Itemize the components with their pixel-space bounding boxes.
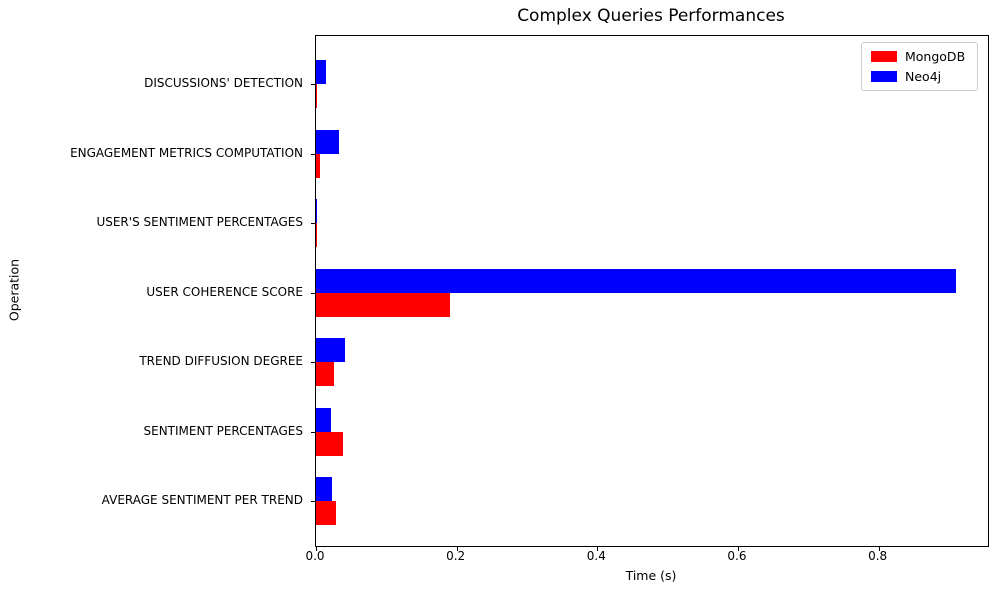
x-tick-label-4: 0.8: [868, 549, 888, 563]
y-tick-1: [311, 153, 315, 155]
y-tick-5: [311, 431, 315, 433]
category-label-0: DISCUSSIONS' DETECTION: [144, 76, 303, 90]
category-label-6: AVERAGE SENTIMENT PER TREND: [101, 493, 303, 507]
bar-mongodb-0: [316, 84, 318, 108]
bar-mongodb-6: [316, 501, 336, 525]
bar-mongodb-4: [316, 362, 334, 386]
y-tick-4: [311, 362, 315, 363]
chart-title: Complex Queries Performances: [517, 6, 785, 26]
bar-neo4j-1: [316, 129, 340, 154]
neo4j-color-swatch: [871, 71, 897, 82]
x-tick-label-3: 0.6: [727, 549, 747, 563]
mongodb-color-swatch: [871, 51, 897, 62]
bar-mongodb-2: [316, 223, 318, 247]
category-label-2: USER'S SENTIMENT PERCENTAGES: [96, 215, 303, 229]
bar-neo4j-6: [316, 477, 333, 501]
bar-neo4j-3: [316, 268, 956, 293]
category-label-4: TREND DIFFUSION DEGREE: [139, 354, 303, 368]
category-label-3: USER COHERENCE SCORE: [146, 284, 303, 299]
bar-mongodb-3: [316, 292, 450, 317]
x-tick-label-2: 0.4: [586, 549, 606, 563]
x-tick-label-0: 0.0: [305, 549, 325, 563]
legend-label-neo4j: Neo4j: [905, 69, 942, 84]
bar-neo4j-0: [316, 60, 326, 84]
plot-area: [311, 35, 989, 551]
legend-item-neo4j: Neo4j: [871, 70, 968, 83]
y-tick-2: [311, 223, 315, 224]
legend-label-mongodb: MongoDB: [905, 49, 966, 64]
bar-neo4j-5: [316, 407, 332, 432]
legend-item-mongodb: MongoDB: [871, 50, 968, 63]
x-tick-3: [737, 547, 739, 551]
x-tick-0: [316, 547, 317, 551]
bar-mongodb-1: [316, 153, 320, 178]
y-tick-3: [311, 292, 315, 294]
bar-mongodb-5: [316, 431, 344, 456]
category-label-5: SENTIMENT PERCENTAGES: [143, 423, 304, 438]
x-tick-2: [597, 547, 599, 551]
x-axis-label: Time (s): [625, 568, 677, 583]
x-tick-4: [878, 547, 880, 551]
y-tick-0: [311, 84, 315, 85]
x-tick-label-1: 0.2: [446, 549, 466, 563]
bar-neo4j-4: [316, 338, 345, 362]
legend: MongoDB Neo4j: [861, 42, 978, 91]
x-tick-1: [456, 547, 458, 551]
category-label-1: ENGAGEMENT METRICS COMPUTATION: [70, 145, 303, 160]
y-axis-label: Operation: [6, 258, 22, 322]
y-tick-6: [311, 501, 315, 502]
